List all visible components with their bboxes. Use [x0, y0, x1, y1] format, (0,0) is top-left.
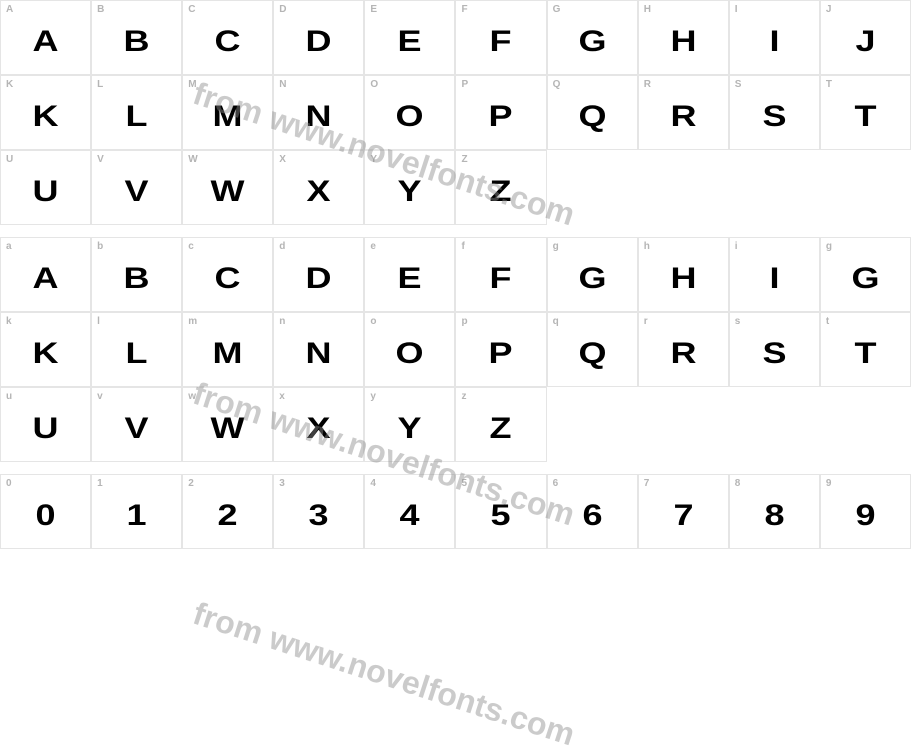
glyph-cell: DD [273, 0, 364, 75]
glyph-cell: lL [91, 312, 182, 387]
glyph-cell: uU [0, 387, 91, 462]
cell-glyph: T [812, 313, 911, 386]
glyph-cell: VV [91, 150, 182, 225]
glyph-cell: SS [729, 75, 820, 150]
cell-glyph: Z [448, 388, 555, 461]
glyph-cell: 22 [182, 474, 273, 549]
glyph-cell: iI [729, 237, 820, 312]
glyph-cell: EE [364, 0, 455, 75]
glyph-cell: rR [638, 312, 729, 387]
glyph-cell: zZ [455, 387, 546, 462]
glyph-cell: pP [455, 312, 546, 387]
glyph-cell: nN [273, 312, 364, 387]
cell-glyph: Z [448, 151, 555, 224]
glyph-cell: FF [455, 0, 546, 75]
glyph-cell: 88 [729, 474, 820, 549]
glyph-cell: gG [547, 237, 638, 312]
glyph-cell: yY [364, 387, 455, 462]
glyph-cell: KK [0, 75, 91, 150]
glyph-cell: dD [273, 237, 364, 312]
watermark-text: from www.novelfonts.com [189, 595, 580, 753]
cell-glyph: 9 [812, 475, 911, 548]
glyph-cell: WW [182, 150, 273, 225]
glyph-cell: XX [273, 150, 364, 225]
cell-glyph: J [812, 1, 911, 74]
glyph-cell: PP [455, 75, 546, 150]
glyph-cell: UU [0, 150, 91, 225]
glyph-cell: vV [91, 387, 182, 462]
glyph-cell: QQ [547, 75, 638, 150]
glyph-cell: II [729, 0, 820, 75]
glyph-cell: mM [182, 312, 273, 387]
glyph-cell: CC [182, 0, 273, 75]
glyph-cell: wW [182, 387, 273, 462]
glyph-cell: RR [638, 75, 729, 150]
glyph-cell: 00 [0, 474, 91, 549]
glyph-cell: HH [638, 0, 729, 75]
glyph-cell: 44 [364, 474, 455, 549]
glyph-cell: qQ [547, 312, 638, 387]
glyph-cell: 99 [820, 474, 911, 549]
glyph-cell: 55 [455, 474, 546, 549]
glyph-cell: xX [273, 387, 364, 462]
glyph-cell: NN [273, 75, 364, 150]
glyph-cell: YY [364, 150, 455, 225]
glyph-cell: MM [182, 75, 273, 150]
glyph-cell: JJ [820, 0, 911, 75]
glyph-cell: 33 [273, 474, 364, 549]
glyph-cell: tT [820, 312, 911, 387]
glyph-section-digits: 00112233445566778899 [0, 474, 911, 549]
glyph-cell: GG [547, 0, 638, 75]
glyph-section-uppercase: AABBCCDDEEFFGGHHIIJJ KKLLMMNNOOPPQQRRSSTT… [0, 0, 911, 225]
glyph-cell: ZZ [455, 150, 546, 225]
cell-glyph: G [812, 238, 911, 311]
glyph-section-lowercase: aAbBcCdDeEfFgGhHiIgGkKlLmMnNoOpPqQrRsStT… [0, 237, 911, 462]
glyph-cell: bB [91, 237, 182, 312]
glyph-cell: fF [455, 237, 546, 312]
section-gap [0, 462, 911, 474]
glyph-cell: oO [364, 312, 455, 387]
glyph-cell: aA [0, 237, 91, 312]
glyph-cell: hH [638, 237, 729, 312]
glyph-cell: sS [729, 312, 820, 387]
glyph-cell: eE [364, 237, 455, 312]
glyph-cell: BB [91, 0, 182, 75]
section-gap [0, 225, 911, 237]
glyph-cell: AA [0, 0, 91, 75]
glyph-cell: cC [182, 237, 273, 312]
glyph-cell: 11 [91, 474, 182, 549]
glyph-cell: OO [364, 75, 455, 150]
glyph-cell: 77 [638, 474, 729, 549]
glyph-cell: TT [820, 75, 911, 150]
glyph-cell: gG [820, 237, 911, 312]
cell-glyph: T [812, 76, 911, 149]
glyph-cell: 66 [547, 474, 638, 549]
glyph-cell: kK [0, 312, 91, 387]
glyph-cell: LL [91, 75, 182, 150]
